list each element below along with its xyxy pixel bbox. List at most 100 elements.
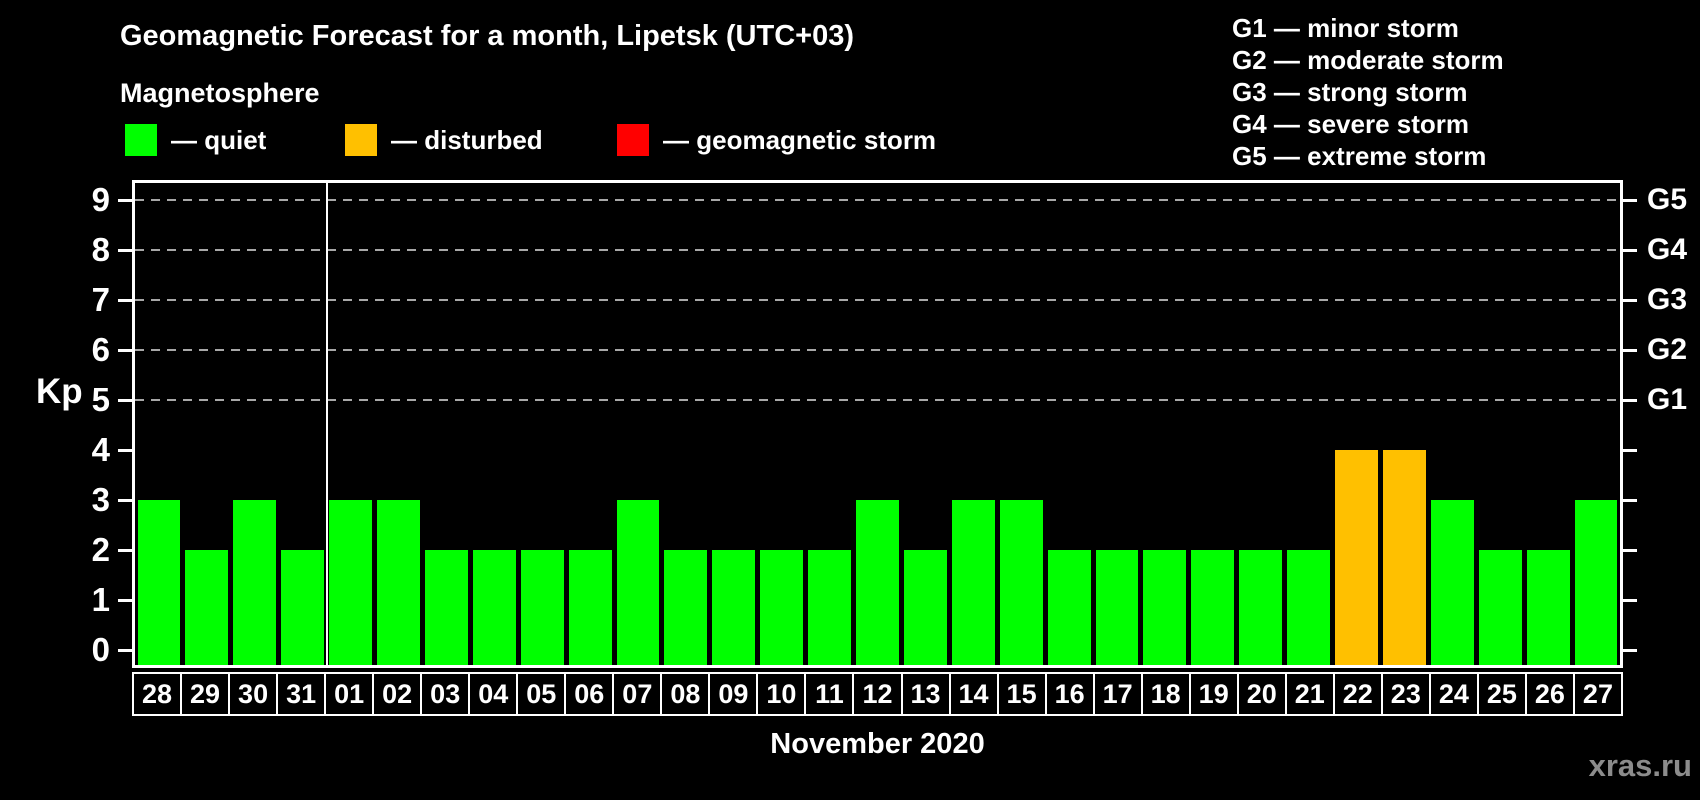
day-label-20: 20 [1236, 672, 1287, 716]
y-tick-label-9: 9 [91, 181, 110, 218]
y-tick-right-1 [1623, 599, 1637, 602]
kp-bar-day-05 [520, 550, 564, 665]
kp-bar-day-28 [137, 500, 181, 665]
watermark: xras.ru [1588, 748, 1692, 783]
kp-bar-day-08 [664, 550, 708, 665]
y-tick-left-6 [118, 349, 132, 352]
legend-item-quiet: — quiet [125, 123, 266, 157]
day-label-31: 31 [276, 672, 327, 716]
gridline-kp7 [135, 299, 1620, 301]
y-axis-title: Kp [36, 372, 83, 411]
day-label-26: 26 [1524, 672, 1575, 716]
g-legend-line: G4 — severe storm [1232, 109, 1470, 139]
kp-bar-day-10 [760, 550, 804, 665]
y-tick-left-8 [118, 249, 132, 252]
month-separator [325, 183, 328, 665]
kp-bar-day-09 [712, 550, 756, 665]
kp-bar-day-13 [903, 550, 947, 665]
kp-bar-day-19 [1191, 550, 1235, 665]
day-label-25: 25 [1476, 672, 1527, 716]
day-label-03: 03 [420, 672, 471, 716]
g-legend-line: G3 — strong storm [1232, 77, 1468, 107]
g-legend-line: G5 — extreme storm [1232, 141, 1487, 171]
disturbed-label: — disturbed [391, 124, 543, 155]
day-label-05: 05 [516, 672, 567, 716]
y-tick-label-6: 6 [91, 331, 110, 368]
disturbed-color-swatch [345, 124, 377, 156]
y-tick-label-4: 4 [91, 431, 110, 468]
y-tick-right-9 [1623, 199, 1637, 202]
kp-bar-day-04 [472, 550, 516, 665]
kp-bar-day-07 [616, 500, 660, 665]
day-axis: 28 29 30 31 01 02 03 04 05 06 07 08 09 10 11 12 13 14 15 16… [132, 672, 1623, 716]
y-tick-right-5 [1623, 399, 1637, 402]
kp-bar-day-20 [1239, 550, 1283, 665]
day-label-14: 14 [948, 672, 999, 716]
kp-bar-day-24 [1430, 500, 1474, 665]
quiet-color-swatch [125, 124, 157, 156]
day-label-08: 08 [660, 672, 711, 716]
y-tick-label-1: 1 [91, 581, 110, 618]
storm-color-swatch [617, 124, 649, 156]
plot-area [132, 180, 1623, 668]
day-label-04: 04 [468, 672, 519, 716]
y-tick-label-5: 5 [91, 381, 110, 418]
y-tick-right-2 [1623, 549, 1637, 552]
gridline-kp8 [135, 249, 1620, 251]
legend-item-disturbed: — disturbed [345, 123, 543, 157]
kp-bar-day-31 [281, 550, 325, 665]
y-tick-right-0 [1623, 649, 1637, 652]
storm-label: — geomagnetic storm [663, 124, 937, 155]
kp-bar-day-26 [1526, 550, 1570, 665]
kp-bar-day-29 [185, 550, 229, 665]
y-tick-right-6 [1623, 349, 1637, 352]
g-scale-label-G3: G3 [1647, 283, 1688, 316]
page-title: Geomagnetic Forecast for a month, Lipets… [120, 20, 855, 52]
day-label-09: 09 [708, 672, 759, 716]
y-tick-left-0 [118, 649, 132, 652]
g-scale-label-G5: G5 [1647, 183, 1688, 216]
day-label-22: 22 [1332, 672, 1383, 716]
kp-bar-day-30 [233, 500, 277, 665]
magnetosphere-subtitle: Magnetosphere [120, 78, 320, 108]
kp-bar-day-14 [951, 500, 995, 665]
y-tick-left-2 [118, 549, 132, 552]
g-scale-legend: G1 — minor storm G2 — moderate storm G3 — … [1232, 12, 1504, 172]
kp-bar-day-12 [856, 500, 899, 665]
gridline-kp6 [135, 349, 1620, 351]
legend-item-storm: — geomagnetic storm [617, 123, 936, 157]
y-tick-right-8 [1623, 249, 1637, 252]
y-tick-left-9 [118, 199, 132, 202]
day-label-18: 18 [1140, 672, 1191, 716]
kp-bar-day-11 [808, 550, 852, 665]
day-label-21: 21 [1284, 672, 1335, 716]
kp-bar-day-22 [1335, 450, 1378, 665]
kp-bar-day-02 [377, 500, 420, 665]
day-label-28: 28 [132, 672, 183, 716]
kp-bar-day-15 [999, 500, 1043, 665]
day-label-16: 16 [1044, 672, 1095, 716]
y-tick-label-0: 0 [91, 631, 110, 668]
y-tick-left-1 [118, 599, 132, 602]
day-label-12: 12 [852, 672, 903, 716]
day-label-13: 13 [900, 672, 951, 716]
plot-inner [135, 183, 1620, 665]
day-label-01: 01 [324, 672, 375, 716]
day-label-15: 15 [996, 672, 1047, 716]
kp-bar-day-06 [568, 550, 612, 665]
g-legend-line: G2 — moderate storm [1232, 45, 1504, 75]
gridline-kp9 [135, 199, 1620, 201]
y-tick-left-5 [118, 399, 132, 402]
quiet-label: — quiet [171, 124, 267, 155]
day-label-06: 06 [564, 672, 615, 716]
gridline-kp5 [135, 399, 1620, 401]
kp-bar-day-27 [1574, 500, 1618, 665]
y-tick-right-3 [1623, 499, 1637, 502]
y-tick-label-7: 7 [91, 281, 110, 318]
kp-bar-day-18 [1143, 550, 1187, 665]
day-label-29: 29 [180, 672, 231, 716]
kp-bar-day-17 [1095, 550, 1139, 665]
day-label-02: 02 [372, 672, 423, 716]
kp-bar-day-21 [1287, 550, 1331, 665]
